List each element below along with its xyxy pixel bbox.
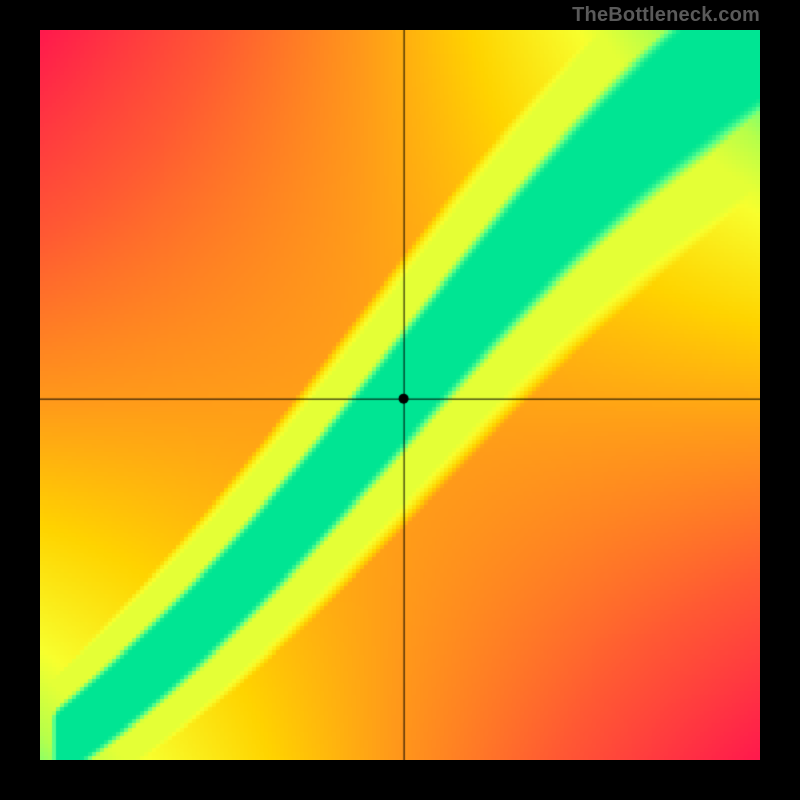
chart-container: TheBottleneck.com xyxy=(0,0,800,800)
plot-area xyxy=(40,30,760,760)
heatmap-canvas xyxy=(40,30,760,760)
watermark-text: TheBottleneck.com xyxy=(572,4,760,27)
